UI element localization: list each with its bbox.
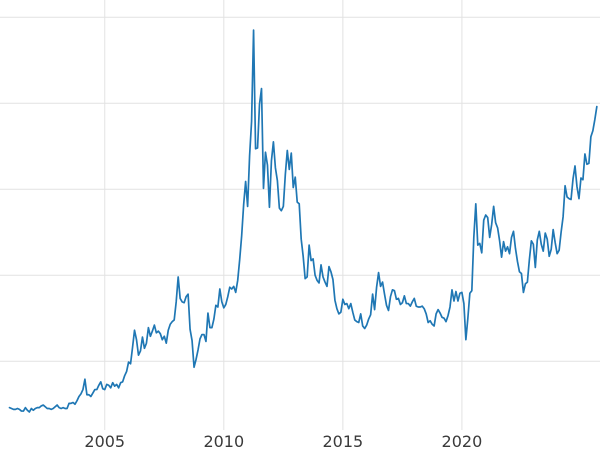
x-tick-label: 2015 [322, 432, 363, 450]
data-line [8, 29, 598, 413]
x-tick-label: 2010 [203, 432, 244, 450]
x-tick-label: 2020 [442, 432, 483, 450]
x-tick-label: 2005 [84, 432, 125, 450]
x-axis-tick-labels: 2005 2010 2015 2020 [84, 432, 482, 450]
gridlines [0, 0, 600, 430]
